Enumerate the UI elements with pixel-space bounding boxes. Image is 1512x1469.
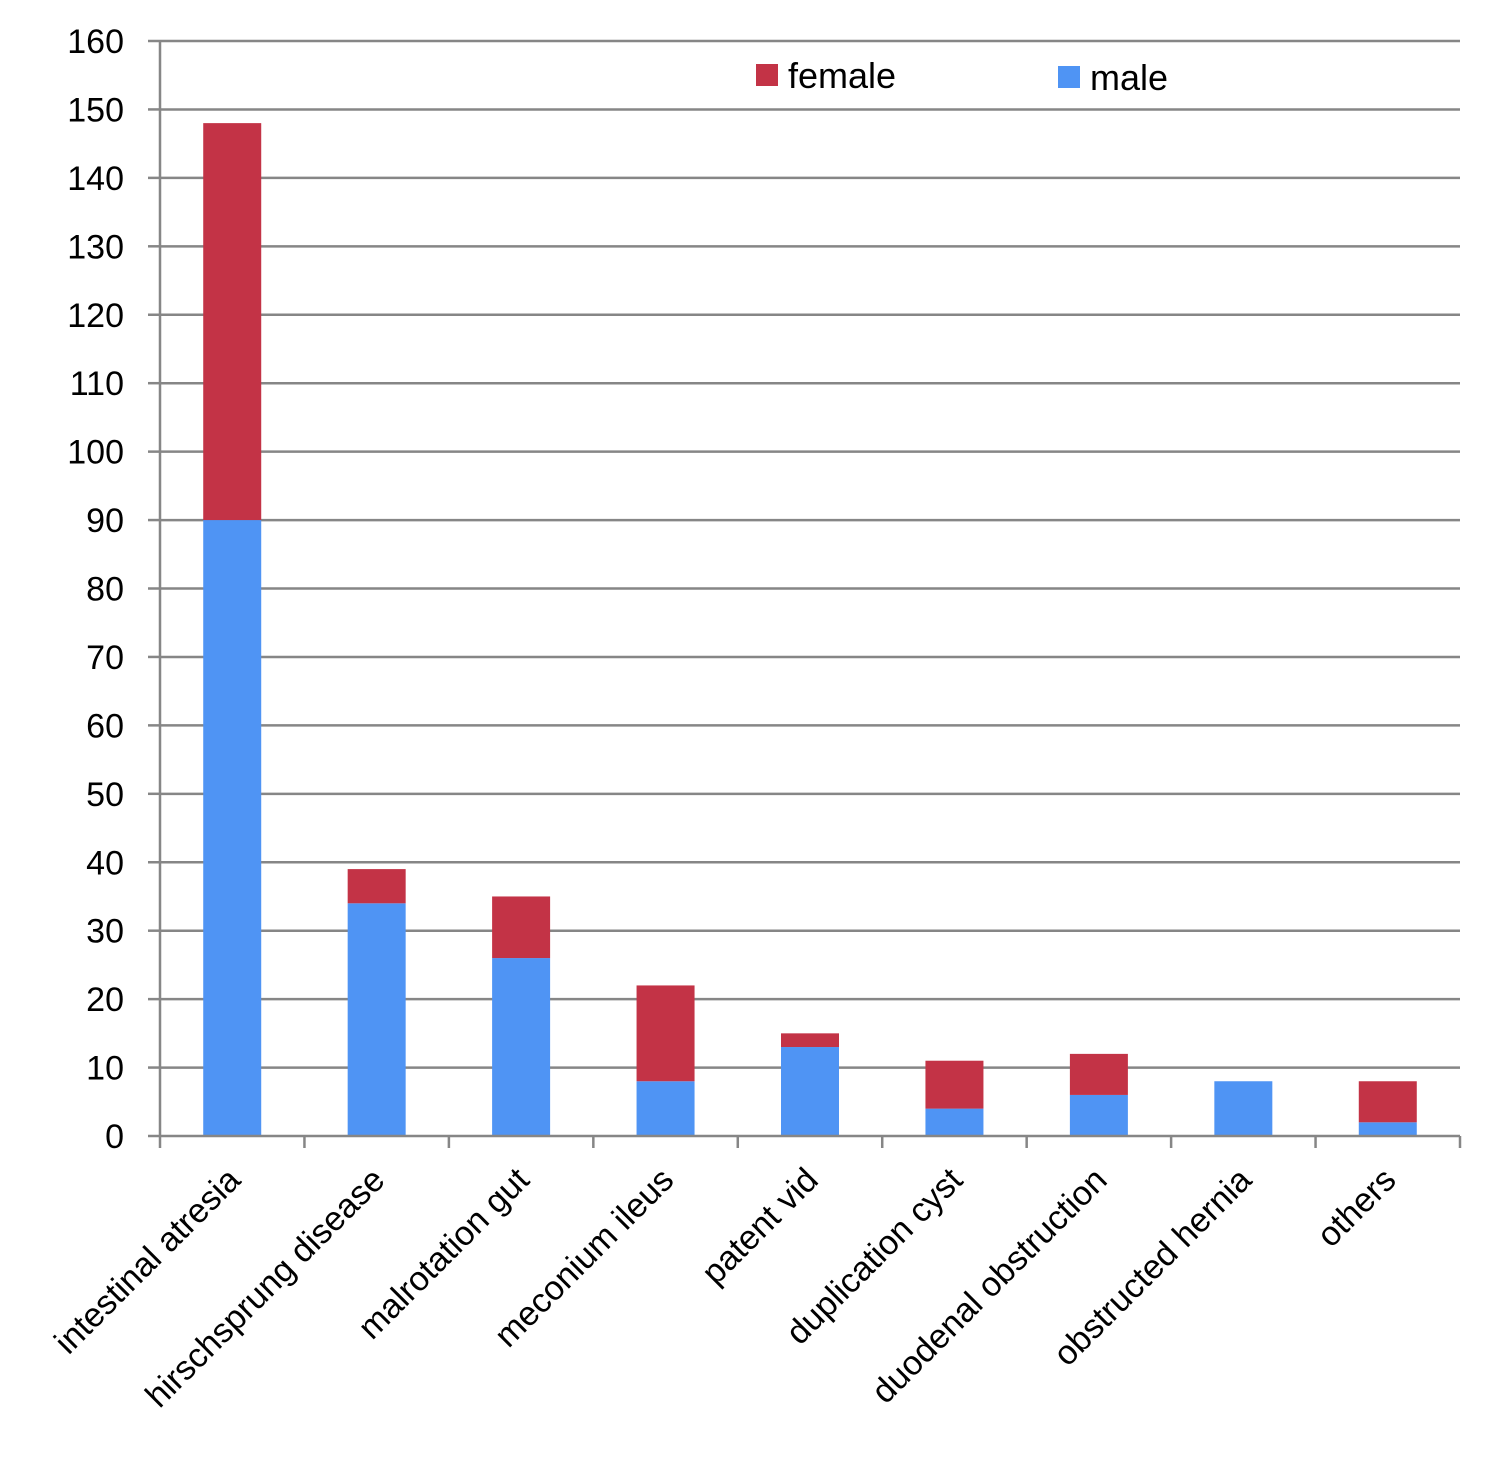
- y-tick-label: 60: [86, 707, 124, 745]
- x-category-label: patent vid: [695, 1161, 826, 1292]
- legend-label-female: female: [788, 55, 896, 96]
- bar-male: [925, 1108, 984, 1136]
- bar-male: [203, 520, 262, 1136]
- bar-female: [1358, 1081, 1417, 1123]
- y-tick-label: 70: [86, 639, 124, 677]
- y-tick-label: 10: [86, 1050, 124, 1088]
- y-tick-label: 50: [86, 776, 124, 814]
- legend-swatch-female: [756, 64, 778, 86]
- y-tick-label: 160: [67, 23, 124, 61]
- bar-male: [1069, 1094, 1128, 1136]
- bar-female: [925, 1060, 984, 1109]
- y-tick-label: 90: [86, 502, 124, 540]
- gridlines: [160, 39, 1460, 1069]
- y-axis-tick-labels: 0 10 20 30 40 50 60 70 80 90 100 110 120 130 140 150 160: [67, 23, 124, 1156]
- bar-male: [492, 958, 551, 1136]
- y-tick-label: 100: [67, 434, 124, 472]
- bar-female: [492, 896, 551, 959]
- bar-male: [781, 1047, 839, 1136]
- bar-male: [1214, 1081, 1273, 1136]
- x-category-label: hirschsprung disease: [138, 1161, 392, 1415]
- bar-female: [203, 123, 262, 521]
- bar-female: [781, 1033, 839, 1048]
- y-tick-label: 120: [67, 297, 124, 335]
- y-tick-label: 110: [70, 365, 124, 403]
- bar-male: [347, 903, 406, 1136]
- axes: [148, 39, 1462, 1148]
- x-category-label: others: [1310, 1161, 1404, 1255]
- y-tick-label: 20: [86, 981, 124, 1019]
- y-tick-label: 140: [67, 160, 124, 198]
- bar-female: [636, 985, 695, 1082]
- y-tick-label: 30: [86, 913, 124, 951]
- bar-female: [1069, 1053, 1128, 1095]
- legend-swatch-male: [1058, 66, 1080, 88]
- bar-male: [1358, 1122, 1417, 1136]
- y-tick-label: 40: [86, 844, 124, 882]
- legend-label-male: male: [1090, 57, 1168, 98]
- y-tick-label: 130: [67, 228, 124, 266]
- y-tick-label: 0: [105, 1118, 124, 1156]
- y-tick-label: 80: [86, 571, 124, 609]
- bar-female: [347, 869, 406, 904]
- legend: female male: [756, 55, 1168, 98]
- x-category-label: duodenal obstruction: [864, 1161, 1114, 1411]
- bars: [203, 123, 1417, 1136]
- bar-male: [636, 1081, 695, 1136]
- y-tick-label: 150: [67, 91, 124, 129]
